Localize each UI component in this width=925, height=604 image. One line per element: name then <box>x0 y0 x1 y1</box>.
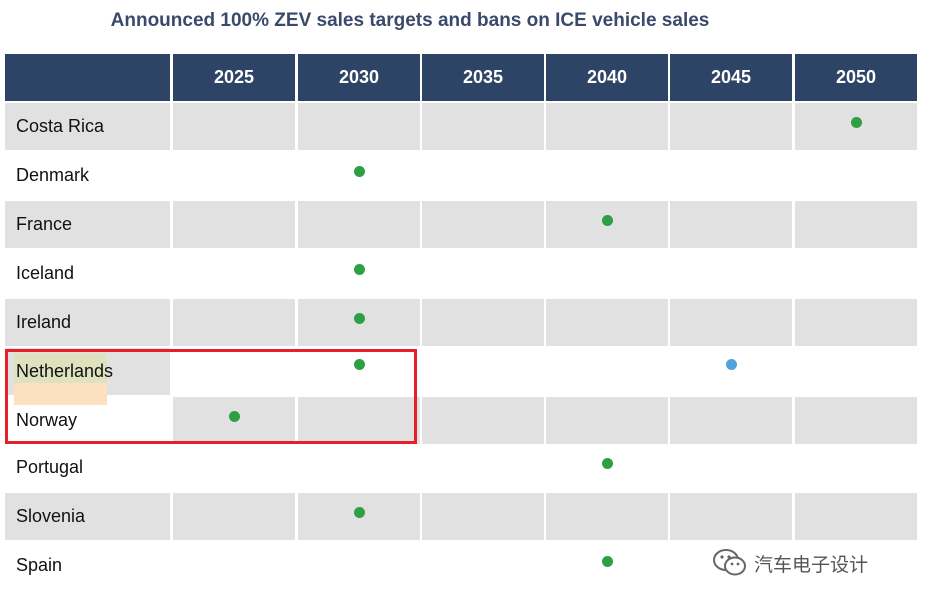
row-label: Netherlands <box>16 361 114 381</box>
watermark: 汽车电子设计 <box>712 548 868 578</box>
table-cell <box>546 348 668 395</box>
table-cell <box>795 348 917 395</box>
target-dot <box>353 165 365 177</box>
row-label: France <box>5 201 170 248</box>
header-corner-cell <box>5 54 170 101</box>
table-cell <box>670 103 792 150</box>
marker-dot <box>725 358 737 370</box>
table-cell <box>546 493 668 540</box>
table-cell <box>422 201 544 248</box>
table-cell <box>795 299 917 346</box>
row-label: Norway <box>16 410 78 430</box>
table-cell <box>298 348 420 395</box>
table-cell <box>795 250 917 297</box>
highlight-box <box>5 349 417 444</box>
table-cell <box>298 397 420 444</box>
table-cell <box>173 444 295 491</box>
table-cell <box>546 152 668 199</box>
table-cell <box>422 493 544 540</box>
column-header: 2040 <box>546 54 668 101</box>
target-dot <box>601 214 613 226</box>
table-cell <box>795 201 917 248</box>
target-dot <box>353 263 365 275</box>
row-label: Denmark <box>5 152 170 199</box>
target-dot <box>353 312 365 324</box>
row-label: Slovenia <box>5 493 170 540</box>
row-label: Portugal <box>5 444 170 491</box>
table-cell <box>422 397 544 444</box>
table-cell <box>670 201 792 248</box>
table-cell <box>298 444 420 491</box>
table-cell <box>546 250 668 297</box>
column-header: 2030 <box>298 54 420 101</box>
highlight-marker-netherlands <box>14 353 107 383</box>
table-cell <box>173 250 295 297</box>
table-cell <box>173 493 295 540</box>
table-cell <box>795 493 917 540</box>
table-cell <box>795 542 917 589</box>
table-cell <box>795 397 917 444</box>
table-cell <box>670 152 792 199</box>
table-cell <box>670 348 792 395</box>
column-header: 2045 <box>670 54 792 101</box>
table-cell <box>422 152 544 199</box>
table-cell <box>422 299 544 346</box>
table-cell <box>173 103 295 150</box>
row-label: Costa Rica <box>5 103 170 150</box>
table-cell <box>422 348 544 395</box>
target-dot <box>228 410 240 422</box>
table-cell <box>422 542 544 589</box>
table-cell <box>670 250 792 297</box>
target-dot <box>601 457 613 469</box>
table-cell <box>546 397 668 444</box>
target-dot <box>353 358 365 370</box>
column-header: 2050 <box>795 54 917 101</box>
watermark-text: 汽车电子设计 <box>754 554 869 576</box>
target-dot <box>601 555 613 567</box>
row-label: Iceland <box>5 250 170 297</box>
table-cell <box>422 103 544 150</box>
table-cell <box>422 444 544 491</box>
table-cell <box>670 444 792 491</box>
table-cell <box>298 201 420 248</box>
column-header: 2025 <box>173 54 295 101</box>
table-cell <box>173 348 295 395</box>
row-label: Ireland <box>5 299 170 346</box>
target-dot <box>850 116 862 128</box>
wechat-icon <box>713 549 746 576</box>
table-cell <box>670 299 792 346</box>
table-cell <box>298 103 420 150</box>
target-dot <box>353 506 365 518</box>
table-cell <box>298 542 420 589</box>
row-label: Spain <box>5 542 170 589</box>
table-cell <box>173 201 295 248</box>
table-cell <box>670 493 792 540</box>
table-cell <box>173 542 295 589</box>
table-cell <box>546 299 668 346</box>
chart-title: Announced 100% ZEV sales targets and ban… <box>110 10 710 31</box>
table-cell <box>795 444 917 491</box>
table-cell <box>670 397 792 444</box>
column-header: 2035 <box>422 54 544 101</box>
table-cell <box>173 152 295 199</box>
table-cell <box>173 299 295 346</box>
highlight-marker-norway <box>14 383 107 405</box>
table-cell <box>422 250 544 297</box>
table-cell <box>546 103 668 150</box>
table-cell <box>795 152 917 199</box>
